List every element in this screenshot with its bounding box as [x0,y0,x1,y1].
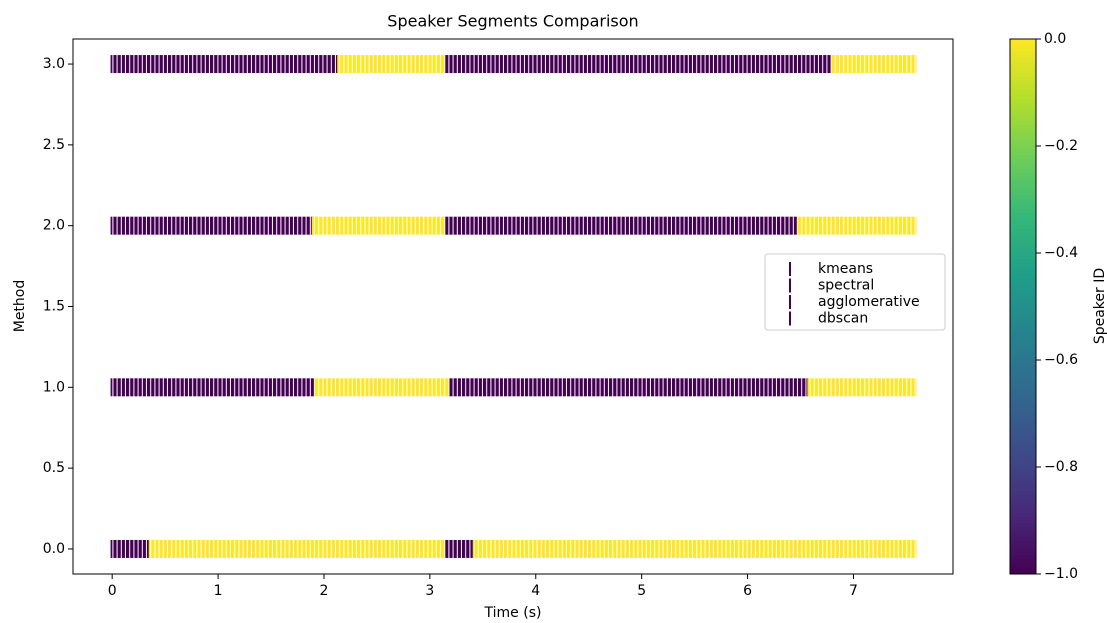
y-tick-label: 3.0 [43,56,65,72]
legend-label: dbscan [818,311,868,327]
x-tick-label: 1 [214,583,223,599]
marker-run [337,55,447,74]
marker-run [449,378,809,397]
y-tick-label: 0.5 [43,460,65,476]
colorbar-tick-label: −1.0 [1044,566,1078,582]
marker-run [445,216,798,235]
marker-run [313,378,451,397]
legend-box [764,253,946,331]
marker-run [110,378,315,397]
colorbar-tick-label: −0.4 [1044,245,1078,261]
marker-run [472,539,917,558]
marker-run [110,55,339,74]
colorbar-label: Speaker ID [1092,268,1107,344]
marker-run [110,216,313,235]
marker-run [445,539,474,558]
marker-run [110,539,150,558]
y-tick-label: 2.0 [43,218,65,234]
y-axis-label: Method [12,280,28,333]
x-tick-label: 4 [531,583,540,599]
x-tick-label: 3 [425,583,434,599]
marker-run [796,216,917,235]
colorbar [1009,38,1037,575]
colorbar-tick-label: −0.6 [1044,352,1078,368]
x-tick-label: 6 [743,583,752,599]
legend-label: kmeans [818,261,873,277]
colorbar-tick-label: −0.8 [1044,459,1078,475]
y-tick-label: 1.0 [43,379,65,395]
marker-run [148,539,447,558]
y-tick-label: 1.5 [43,299,65,315]
x-tick-label: 0 [108,583,117,599]
legend-label: agglomerative [818,294,920,310]
marker-run [830,55,917,74]
legend-label: spectral [818,278,874,294]
x-tick-label: 7 [849,583,858,599]
marker-run [445,55,832,74]
x-tick-label: 5 [637,583,646,599]
y-tick-label: 2.5 [43,137,65,153]
x-tick-label: 2 [320,583,329,599]
y-tick-label: 0.0 [43,541,65,557]
marker-run [807,378,917,397]
x-axis-label: Time (s) [484,605,542,621]
chart-title: Speaker Segments Comparison [387,12,638,31]
marker-run [311,216,447,235]
colorbar-tick-label: −0.2 [1044,138,1078,154]
colorbar-tick-label: 0.0 [1044,31,1066,47]
